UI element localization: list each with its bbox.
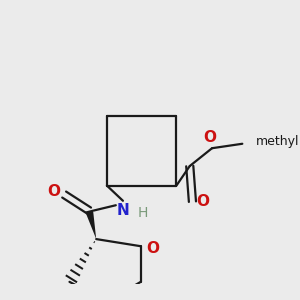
Text: O: O (47, 184, 60, 200)
Text: O: O (196, 194, 210, 209)
Polygon shape (85, 210, 96, 239)
Text: methyl: methyl (256, 136, 299, 148)
Text: N: N (117, 202, 129, 217)
Text: O: O (147, 242, 160, 256)
Text: H: H (137, 206, 148, 220)
Text: O: O (203, 130, 216, 145)
